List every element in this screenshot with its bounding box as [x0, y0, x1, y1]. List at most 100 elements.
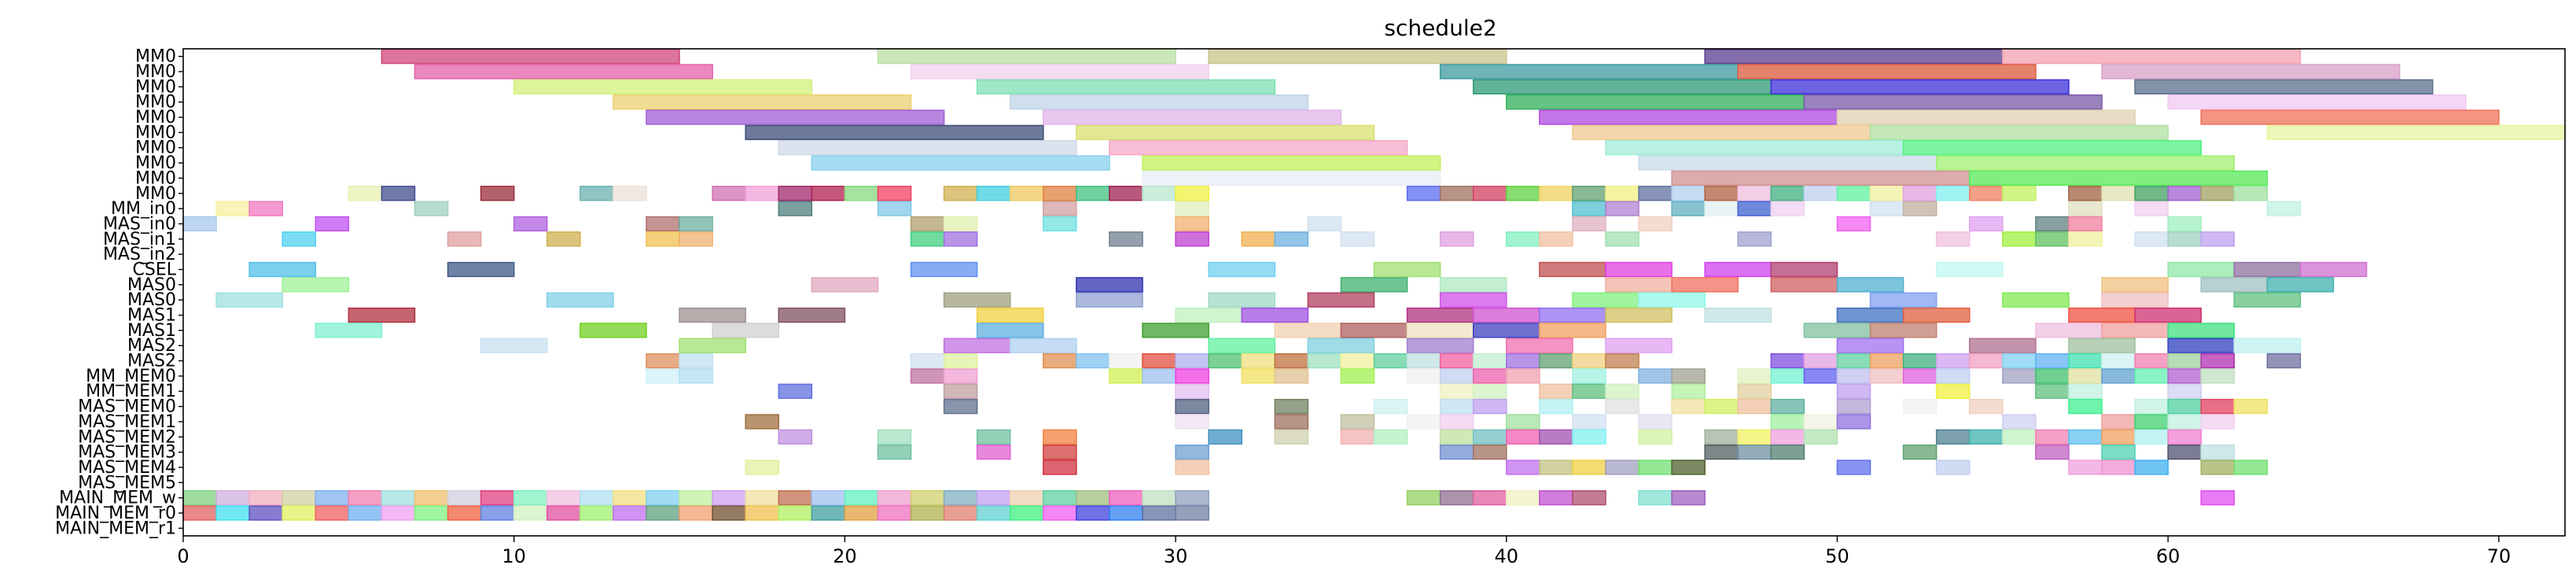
- task-bar: [1704, 186, 1739, 201]
- task-bar: [1472, 383, 1507, 399]
- task-bar: [1836, 398, 1871, 415]
- task-bar: [877, 201, 912, 216]
- task-bar: [1109, 140, 1408, 156]
- task-bar: [1506, 489, 1540, 506]
- task-bar: [1043, 460, 1077, 475]
- task-bar: [1671, 489, 1706, 506]
- task-bar: [1175, 353, 1209, 369]
- task-bar: [1605, 201, 1639, 216]
- task-bar: [910, 505, 945, 521]
- task-bar: [2035, 368, 2070, 384]
- task-bar: [1737, 398, 1772, 415]
- x-tick-label: 20: [833, 545, 857, 567]
- task-bar: [2068, 186, 2103, 201]
- task-bar: [1439, 444, 1474, 460]
- task-bar: [1737, 429, 1772, 445]
- task-bar: [910, 231, 945, 247]
- task-bar: [2233, 460, 2269, 475]
- task-bar: [2134, 414, 2169, 430]
- task-bar: [1043, 186, 1077, 201]
- task-bar: [1506, 186, 1540, 201]
- task-bar: [2002, 368, 2037, 384]
- task-bar: [348, 307, 416, 323]
- task-bar: [1539, 398, 1573, 415]
- task-bar: [1472, 429, 1507, 445]
- task-bar: [1009, 489, 1044, 506]
- task-bar: [1241, 368, 1276, 384]
- task-bar: [646, 216, 680, 232]
- task-bar: [976, 323, 1044, 338]
- task-bar: [877, 429, 912, 445]
- task-bar: [2035, 231, 2070, 247]
- task-bar: [976, 307, 1044, 323]
- task-bar: [1373, 353, 1408, 369]
- task-bar: [248, 201, 283, 216]
- task-bar: [1439, 429, 1474, 445]
- task-bar: [2233, 338, 2302, 353]
- task-bar: [712, 489, 746, 506]
- task-bar: [1406, 307, 1474, 323]
- task-bar: [1638, 368, 1673, 384]
- task-bar: [381, 505, 416, 521]
- y-tick-label: MM0: [135, 123, 176, 142]
- task-bar: [778, 307, 846, 323]
- task-bar: [1605, 307, 1673, 323]
- task-bar: [1506, 94, 1805, 110]
- x-tick-label: 0: [177, 545, 189, 567]
- task-bar: [1969, 216, 2004, 232]
- task-bar: [2035, 444, 2070, 460]
- task-bar: [1175, 368, 1209, 384]
- task-bar: [2167, 414, 2202, 430]
- task-bar: [646, 368, 680, 384]
- task-bar: [282, 277, 350, 293]
- y-tick-label: MAS0: [127, 290, 176, 310]
- task-bar: [1539, 460, 1573, 475]
- task-bar: [2035, 323, 2103, 338]
- task-bar: [2167, 216, 2202, 232]
- task-bar: [1241, 353, 1276, 369]
- task-bar: [1076, 505, 1110, 521]
- task-bar: [1935, 460, 1971, 475]
- task-bar: [1572, 489, 1606, 506]
- task-bar: [1836, 414, 1871, 430]
- task-bar: [1539, 261, 1606, 278]
- task-bar: [1902, 307, 1971, 323]
- task-bar: [1076, 186, 1110, 201]
- task-bar: [2266, 277, 2335, 293]
- y-tick-label: MM_in0: [111, 199, 176, 219]
- task-bar: [182, 489, 217, 506]
- task-bar: [2134, 79, 2434, 95]
- task-bar: [910, 368, 945, 384]
- task-bar: [2233, 186, 2269, 201]
- task-bar: [1869, 353, 1904, 369]
- task-bar: [1175, 414, 1209, 430]
- task-bar: [1539, 429, 1573, 445]
- task-bar: [943, 489, 978, 506]
- task-bar: [2167, 383, 2202, 399]
- task-bar: [877, 489, 912, 506]
- task-bar: [2002, 414, 2037, 430]
- task-bar: [1274, 429, 1309, 445]
- task-bar: [1869, 292, 1938, 308]
- task-bar: [1605, 186, 1639, 201]
- task-bar: [1406, 353, 1441, 369]
- task-bar: [2002, 292, 2070, 308]
- task-bar: [1935, 231, 1971, 247]
- task-bar: [1770, 201, 1805, 216]
- task-bar: [2167, 398, 2202, 415]
- task-bar: [2035, 429, 2070, 445]
- task-bar: [381, 489, 416, 506]
- task-bar: [1340, 368, 1375, 384]
- y-tick-label: MAS_MEM2: [78, 427, 176, 447]
- task-bar: [910, 216, 945, 232]
- task-bar: [745, 460, 779, 475]
- task-bar: [1836, 460, 1871, 475]
- task-bar: [811, 186, 846, 201]
- task-bar: [1340, 231, 1375, 247]
- task-bar: [2167, 231, 2202, 247]
- task-bar: [1009, 186, 1044, 201]
- x-tick-label: 50: [1825, 545, 1849, 567]
- task-bar: [1935, 353, 1971, 369]
- task-bar: [1439, 64, 1739, 79]
- task-bar: [1208, 353, 1242, 369]
